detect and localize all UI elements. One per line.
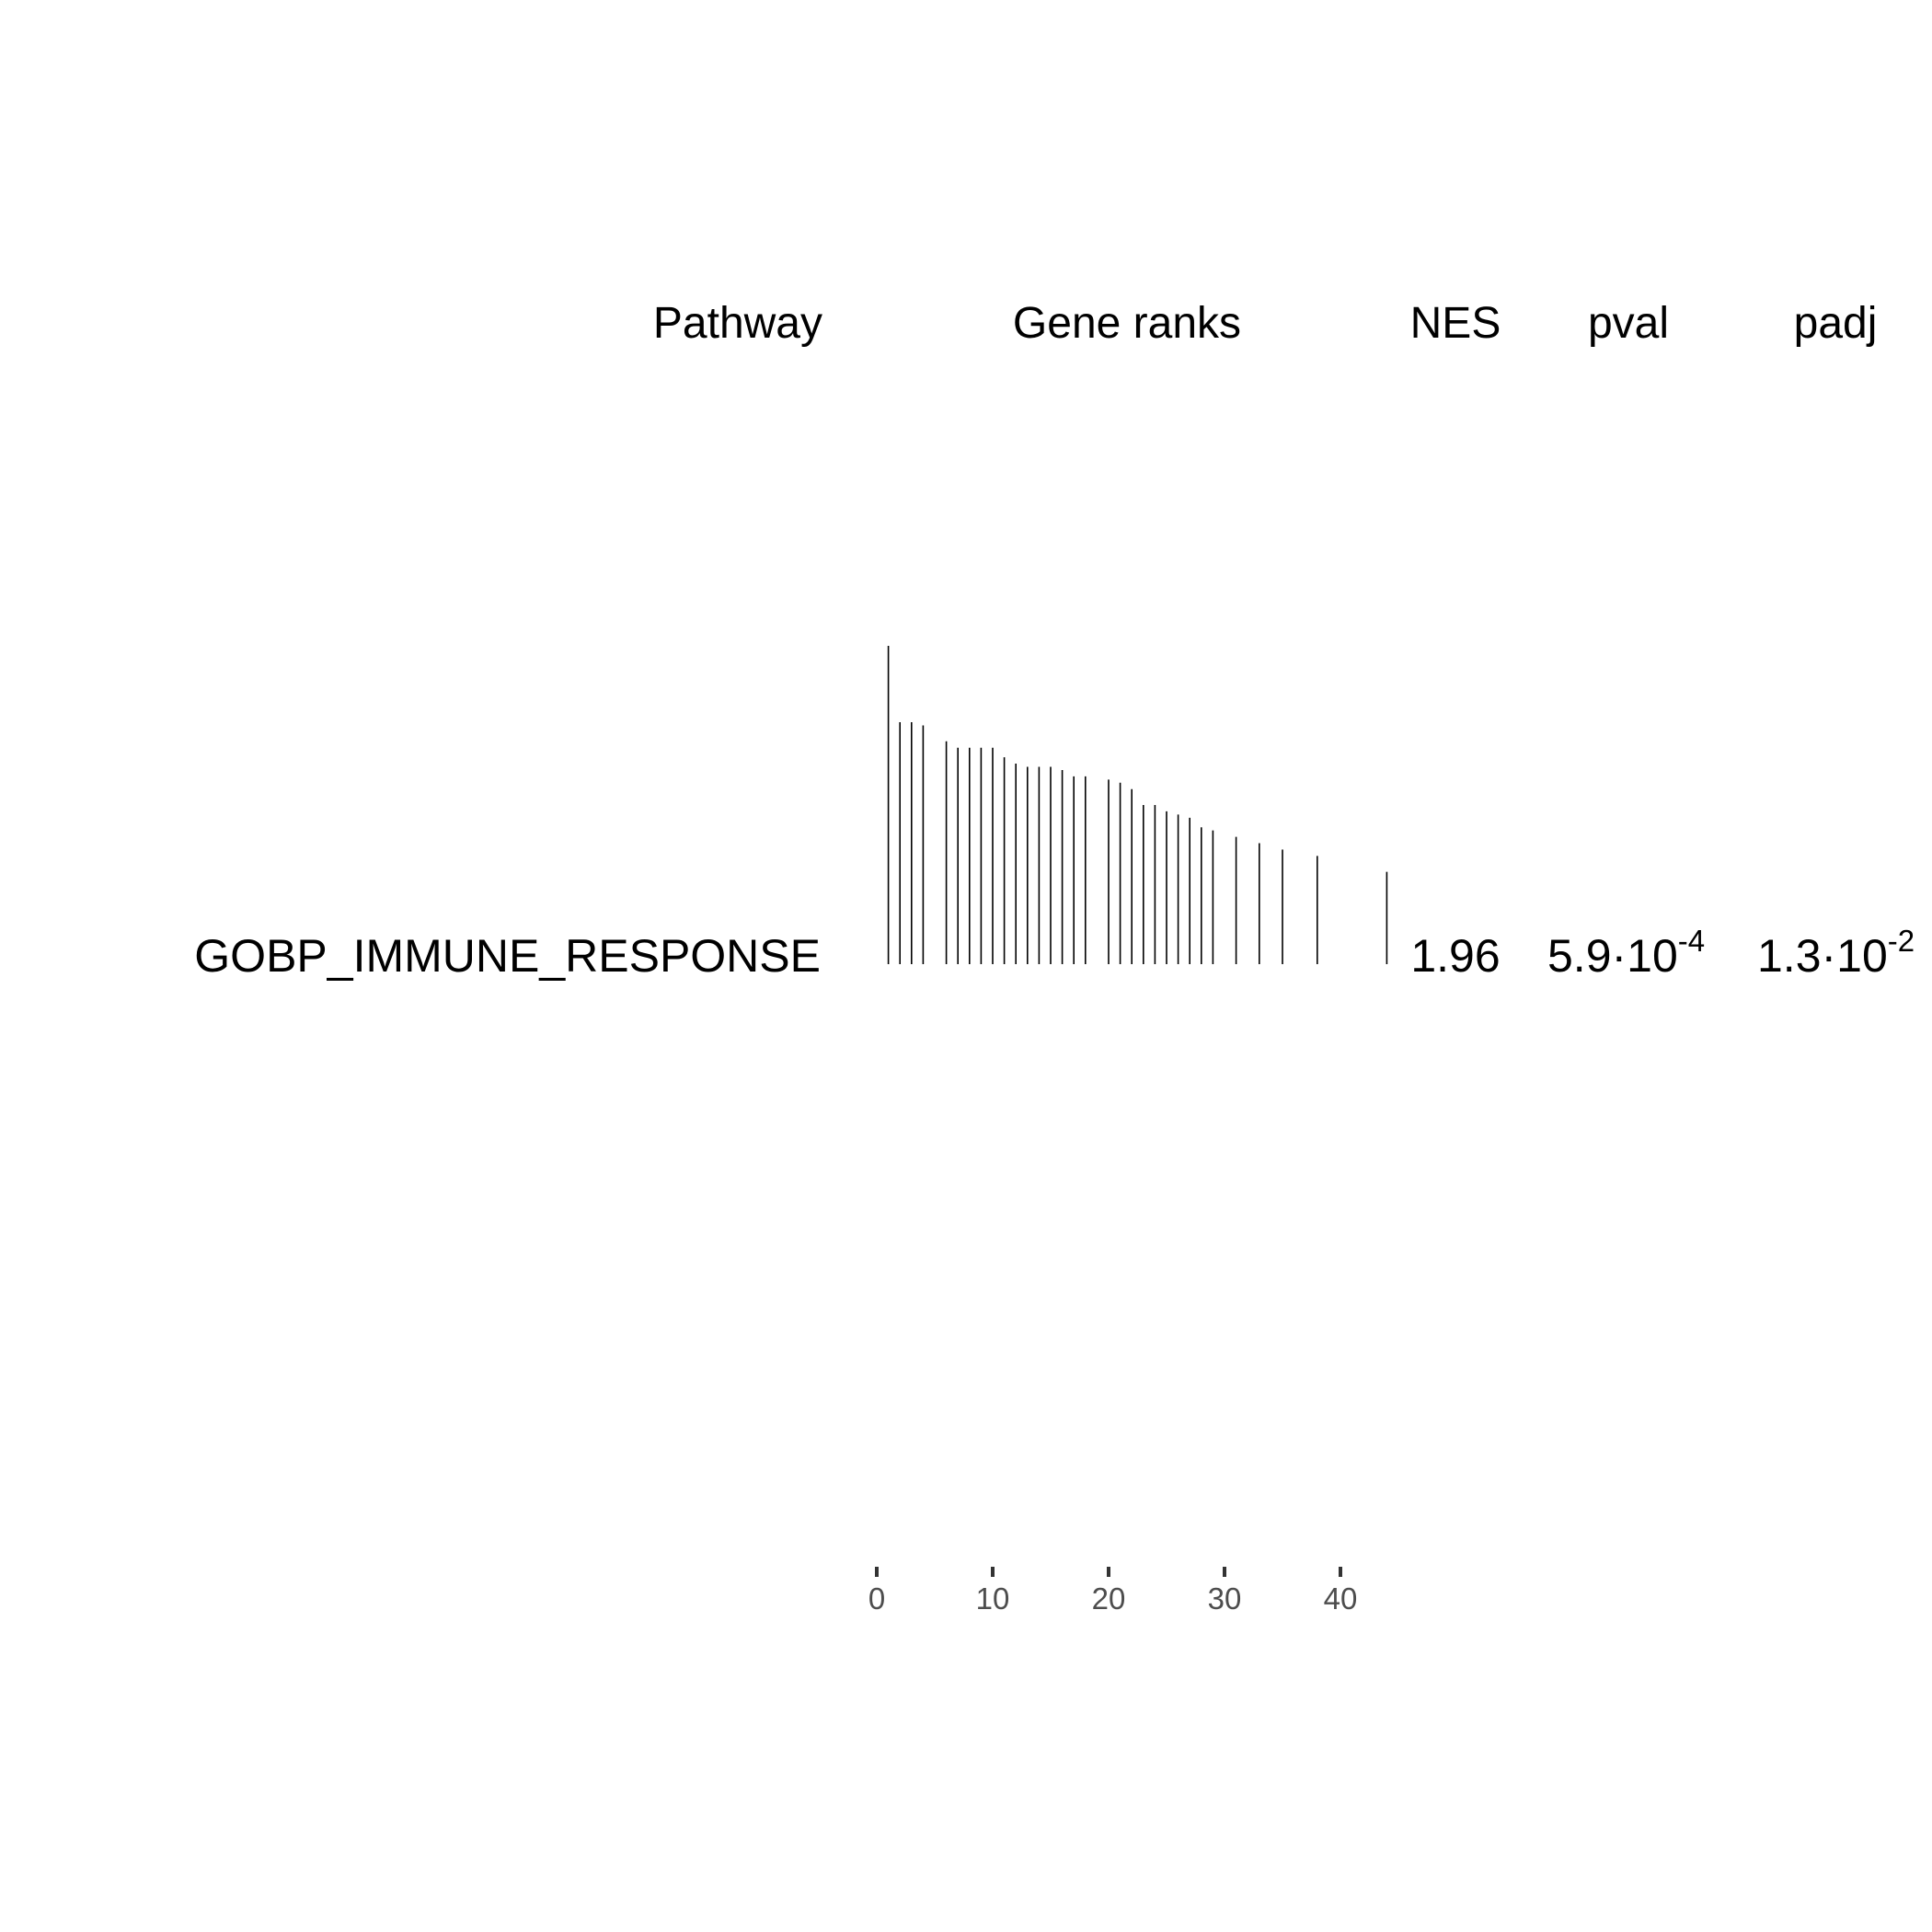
pval-exponent: -4 xyxy=(1678,924,1705,958)
padj-exponent: -2 xyxy=(1888,924,1915,958)
padj-mantissa: 1.3·10 xyxy=(1757,930,1888,982)
gene-rank-axis: 0 10 20 30 40 xyxy=(868,1567,1358,1616)
x-tick-label: 30 xyxy=(1208,1581,1242,1616)
x-tick-label: 0 xyxy=(868,1581,885,1616)
x-tick-label: 10 xyxy=(976,1581,1010,1616)
x-tick-label: 20 xyxy=(1092,1581,1126,1616)
padj-value: 1.3·10-2 xyxy=(1757,924,1915,982)
nes-value: 1.96 xyxy=(1410,930,1500,982)
header-pathway: Pathway xyxy=(653,299,822,348)
pval-mantissa: 5.9·10 xyxy=(1547,930,1678,982)
header-padj: padj xyxy=(1794,299,1878,348)
x-tick-label: 40 xyxy=(1324,1581,1358,1616)
pathway-name: GOBP_IMMUNE_RESPONSE xyxy=(194,930,821,982)
header-pval: pval xyxy=(1588,299,1669,348)
header-nes: NES xyxy=(1410,299,1501,348)
pval-value: 5.9·10-4 xyxy=(1547,924,1705,982)
gene-rank-bars xyxy=(887,646,1388,964)
header-gene-ranks: Gene ranks xyxy=(1013,299,1241,348)
